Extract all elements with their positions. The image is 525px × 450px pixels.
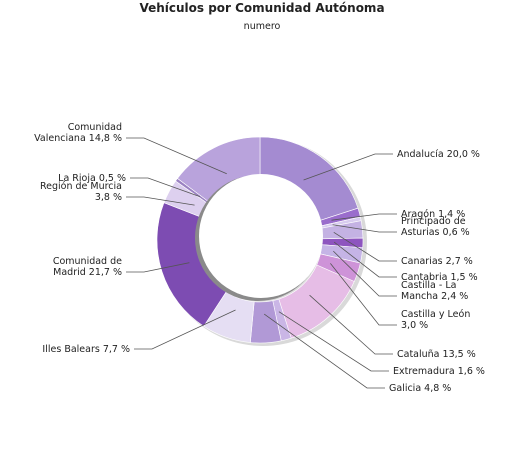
slice-label: Canarias 2,7 % xyxy=(401,256,473,267)
leader-line xyxy=(126,196,195,206)
slice-label: Andalucía 20,0 % xyxy=(397,149,480,160)
leader-line xyxy=(331,213,397,221)
leader-line xyxy=(126,262,190,273)
slice-labels: Andalucía 20,0 % Aragón 1,4 %Principado d… xyxy=(34,122,485,394)
leader-line xyxy=(278,311,389,372)
leader-line xyxy=(330,263,397,326)
leader-line xyxy=(126,137,227,175)
slice-label: Cantabria 1,5 % xyxy=(401,272,478,283)
leader-line xyxy=(263,313,385,389)
slice-label: Extremadura 1,6 % xyxy=(393,366,485,377)
leader-line xyxy=(333,241,397,278)
slice-label: Principado de Asturias 0,6 % xyxy=(401,216,470,238)
slice-label: Aragón 1,4 % xyxy=(401,209,465,220)
leader-line xyxy=(134,309,236,350)
slice-label: Comunidad de Madrid 21,7 % xyxy=(53,256,122,278)
slice-label: Región de Murcia 3,8 % xyxy=(40,181,122,203)
chart-title: Vehículos por Comunidad Autónoma xyxy=(139,1,384,15)
leader-line xyxy=(303,153,393,181)
slice-label: Castilla y León 3,0 % xyxy=(401,309,470,331)
donut-hole xyxy=(199,174,323,298)
slice-label: Illes Balears 7,7 % xyxy=(42,344,130,355)
leader-line xyxy=(333,250,397,297)
slice-label: Cataluña 13,5 % xyxy=(397,349,476,360)
slice-label: Galicia 4,8 % xyxy=(389,383,451,394)
leader-line xyxy=(332,224,397,233)
slice-label: Castilla - La Mancha 2,4 % xyxy=(401,280,468,302)
leader-lines xyxy=(126,137,397,389)
chart-subtitle: numero xyxy=(244,21,281,32)
leader-line xyxy=(130,177,201,197)
slice-label: Comunidad Valenciana 14,8 % xyxy=(34,122,122,144)
leader-line xyxy=(309,294,393,355)
leader-line xyxy=(333,231,397,262)
slice-label: La Rioja 0,5 % xyxy=(58,173,126,184)
